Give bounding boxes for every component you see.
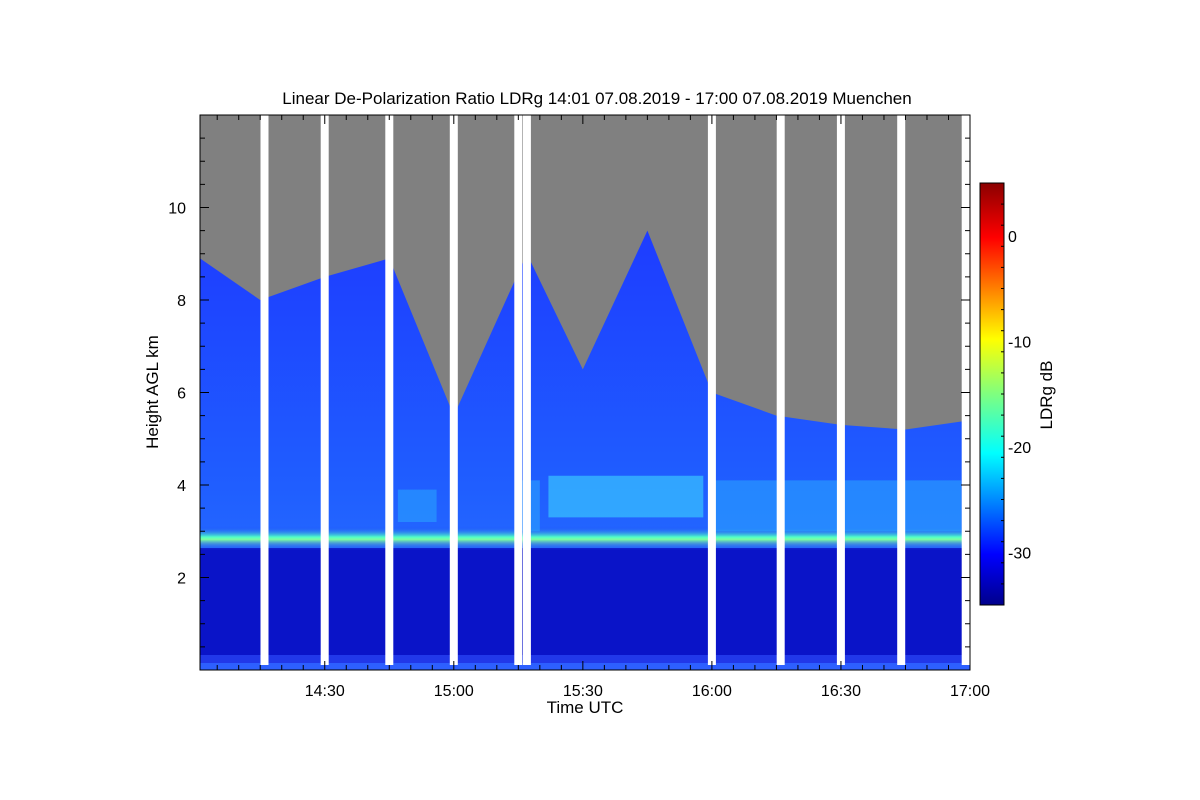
colorbar-tick-label: -10 <box>1008 334 1031 351</box>
ldr-patch <box>548 475 704 518</box>
plot-area <box>200 115 970 670</box>
colorbar-ticks: 0 -10 -20 -30 <box>1001 182 1031 606</box>
data-gap <box>522 115 531 665</box>
x-tick-label: 16:00 <box>692 683 732 700</box>
colorbar-tick-label: 0 <box>1008 229 1017 246</box>
data-gap <box>707 115 716 665</box>
y-axis-label: Height AGL km <box>143 335 162 449</box>
colorbar-tick-label: -30 <box>1008 545 1031 562</box>
enhanced-ldr-patches <box>397 475 962 532</box>
x-tick-label: 15:30 <box>563 683 603 700</box>
ldr-patch <box>397 489 437 522</box>
colorbar-label: LDRg dB <box>1037 361 1056 430</box>
data-gap <box>836 115 845 665</box>
data-gap <box>320 115 329 665</box>
colorbar-tick-label: -20 <box>1008 440 1031 457</box>
surface-clutter <box>200 655 970 670</box>
x-axis-label: Time UTC <box>547 698 624 717</box>
x-tick-label: 16:30 <box>821 683 861 700</box>
y-tick-label: 4 <box>177 478 186 495</box>
data-gap <box>449 115 458 665</box>
data-gap <box>897 115 906 665</box>
colorbar-gradient <box>979 182 1005 606</box>
ldr-patch <box>711 480 962 532</box>
data-gap <box>260 115 269 665</box>
y-tick-label: 2 <box>177 571 186 588</box>
y-tick-label: 10 <box>168 201 186 218</box>
data-gap <box>961 115 970 665</box>
y-tick-label: 6 <box>177 386 186 403</box>
lower-layer <box>200 548 970 663</box>
y-axis: 2 4 6 8 10 <box>168 114 970 671</box>
y-tick-label: 8 <box>177 293 186 310</box>
data-gap <box>514 115 523 665</box>
colorbar: 0 -10 -20 -30 LDRg dB <box>979 182 1056 606</box>
x-tick-label: 14:30 <box>305 683 345 700</box>
x-tick-label: 15:00 <box>434 683 474 700</box>
data-gap <box>776 115 785 665</box>
chart-title: Linear De-Polarization Ratio LDRg 14:01 … <box>282 89 911 108</box>
x-tick-label: 17:00 <box>950 683 990 700</box>
data-gap <box>385 115 394 665</box>
data-gaps <box>260 115 970 665</box>
x-axis: 14:30 15:00 15:30 16:00 16:30 17:00 <box>216 115 990 700</box>
